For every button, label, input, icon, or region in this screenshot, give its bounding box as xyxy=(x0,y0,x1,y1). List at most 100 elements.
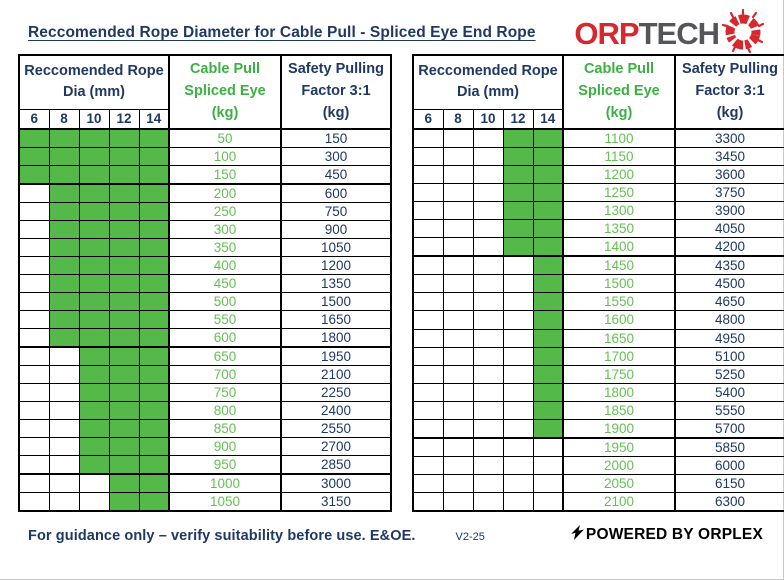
cable-pull-value: 1350 xyxy=(562,219,676,239)
dia-marked-cell xyxy=(108,365,140,384)
dia-col-14: 14 xyxy=(532,108,564,130)
dia-empty-cell xyxy=(472,491,504,512)
dia-marked-cell xyxy=(78,328,110,348)
dia-marked-cell xyxy=(138,383,170,402)
dia-col-14: 14 xyxy=(138,108,170,130)
safety-factor-value: 1800 xyxy=(280,328,392,348)
dia-empty-cell xyxy=(442,382,474,402)
dia-marked-cell xyxy=(532,274,564,294)
table-row: 1050 3150 xyxy=(18,492,392,512)
dia-empty-cell xyxy=(18,256,50,275)
dia-marked-cell xyxy=(78,147,110,166)
dia-marked-cell xyxy=(78,455,110,475)
table-row: 400 1200 xyxy=(18,256,392,275)
dia-empty-cell xyxy=(48,455,80,475)
powered-by: POWERED BY ORPLEX xyxy=(570,524,763,545)
dia-empty-cell xyxy=(18,328,50,348)
safety-factor-value: 5400 xyxy=(674,382,784,402)
dia-empty-cell xyxy=(18,202,50,221)
dia-empty-cell xyxy=(442,437,474,457)
dia-columns-row: 6 8 10 12 14 xyxy=(412,108,784,130)
dia-marked-cell xyxy=(48,165,80,185)
dia-empty-cell xyxy=(472,292,504,312)
table-row: 800 2400 xyxy=(18,401,392,420)
dia-empty-cell xyxy=(472,237,504,258)
guidance-note: For guidance only – verify suitability b… xyxy=(28,528,416,544)
dia-marked-cell xyxy=(108,401,140,420)
safety-factor-value: 2100 xyxy=(280,365,392,384)
dia-marked-cell xyxy=(532,418,564,439)
table-row: 1000 3000 xyxy=(18,473,392,493)
dia-empty-cell xyxy=(472,274,504,294)
table-row: 350 1050 xyxy=(18,238,392,257)
dia-marked-cell xyxy=(78,274,110,293)
dia-empty-cell xyxy=(502,455,534,475)
cable-pull-value: 1200 xyxy=(562,165,676,185)
dia-empty-cell xyxy=(442,292,474,312)
safety-factor-value: 4350 xyxy=(674,255,784,276)
dia-col-8: 8 xyxy=(442,108,474,130)
table-row: 1850 5550 xyxy=(412,400,784,420)
table-row: 300 900 xyxy=(18,220,392,239)
dia-empty-cell xyxy=(442,364,474,384)
table-row: 1750 5250 xyxy=(412,364,784,384)
dia-empty-cell xyxy=(18,346,50,366)
safety-factor-value: 900 xyxy=(280,220,392,239)
dia-marked-cell xyxy=(532,255,564,276)
dia-marked-cell xyxy=(138,165,170,185)
dia-empty-cell xyxy=(48,492,80,512)
dia-empty-cell xyxy=(442,128,474,149)
safety-factor-value: 4500 xyxy=(674,274,784,294)
dia-empty-cell xyxy=(442,491,474,512)
safety-factor-value: 5850 xyxy=(674,437,784,457)
cable-pull-value: 550 xyxy=(168,310,282,329)
cable-pull-value: 850 xyxy=(168,419,282,438)
dia-marked-cell xyxy=(18,165,50,185)
dia-marked-cell xyxy=(532,219,564,239)
dia-empty-cell xyxy=(442,165,474,185)
dia-empty-cell xyxy=(442,201,474,221)
dia-marked-cell xyxy=(532,328,564,348)
safety-factor-header: Safety Pulling Factor 3:1 (kg) xyxy=(674,54,784,130)
table-row: 1600 4800 xyxy=(412,310,784,330)
dia-empty-cell xyxy=(442,219,474,239)
page-header: Reccomended Rope Diameter for Cable Pull… xyxy=(0,0,783,54)
dia-marked-cell xyxy=(138,492,170,512)
dia-empty-cell xyxy=(412,310,444,330)
dia-empty-cell xyxy=(412,201,444,221)
cable-pull-value: 300 xyxy=(168,220,282,239)
dia-empty-cell xyxy=(412,274,444,294)
table-row: 450 1350 xyxy=(18,274,392,293)
dia-marked-cell xyxy=(138,256,170,275)
dia-marked-cell xyxy=(532,201,564,221)
dia-marked-cell xyxy=(532,237,564,258)
dia-empty-cell xyxy=(442,147,474,167)
dia-marked-cell xyxy=(48,220,80,239)
dia-marked-cell xyxy=(108,328,140,348)
table-row: 2000 6000 xyxy=(412,455,784,475)
dia-empty-cell xyxy=(412,255,444,276)
dia-marked-cell xyxy=(108,383,140,402)
dia-marked-cell xyxy=(18,128,50,148)
table-row: 1500 4500 xyxy=(412,274,784,294)
cable-pull-value: 1050 xyxy=(168,492,282,512)
safety-factor-value: 1650 xyxy=(280,310,392,329)
cable-pull-value: 250 xyxy=(168,202,282,221)
tables-container: Reccomended Rope Dia (mm) Cable Pull Spl… xyxy=(0,54,784,512)
dia-empty-cell xyxy=(18,419,50,438)
dia-marked-cell xyxy=(78,183,110,203)
dia-empty-cell xyxy=(412,328,444,348)
dia-marked-cell xyxy=(532,165,564,185)
cable-pull-value: 1800 xyxy=(562,382,676,402)
dia-col-10: 10 xyxy=(78,108,110,130)
table-row: 1100 3300 xyxy=(412,128,784,149)
table-row: 150 450 xyxy=(18,165,392,185)
dia-empty-cell xyxy=(442,237,474,258)
dia-empty-cell xyxy=(18,310,50,329)
dia-empty-cell xyxy=(18,220,50,239)
safety-factor-value: 750 xyxy=(280,202,392,221)
dia-marked-cell xyxy=(532,400,564,420)
dia-empty-cell xyxy=(472,455,504,475)
dia-empty-cell xyxy=(18,401,50,420)
dia-empty-cell xyxy=(412,128,444,149)
